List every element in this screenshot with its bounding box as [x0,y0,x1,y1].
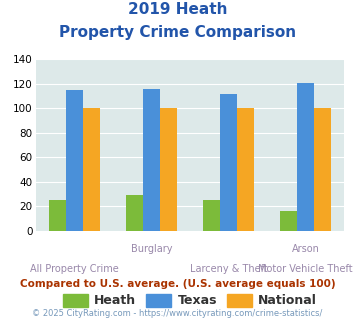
Bar [220,94,237,231]
Bar [66,90,83,231]
Bar [280,212,297,231]
Bar [126,195,143,231]
Text: Compared to U.S. average. (U.S. average equals 100): Compared to U.S. average. (U.S. average … [20,279,335,289]
Text: 2019 Heath: 2019 Heath [128,2,227,16]
Text: © 2025 CityRating.com - https://www.cityrating.com/crime-statistics/: © 2025 CityRating.com - https://www.city… [32,309,323,317]
Bar [143,89,160,231]
Text: Larceny & Theft: Larceny & Theft [190,264,267,274]
Text: Property Crime Comparison: Property Crime Comparison [59,25,296,40]
Bar [297,83,314,231]
Bar [83,109,100,231]
Text: Arson: Arson [292,244,320,254]
Text: Motor Vehicle Theft: Motor Vehicle Theft [258,264,353,274]
Bar [203,200,220,231]
Text: All Property Crime: All Property Crime [30,264,119,274]
Legend: Heath, Texas, National: Heath, Texas, National [58,289,322,313]
Bar [237,109,254,231]
Bar [314,109,331,231]
Bar [49,200,66,231]
Bar [160,109,177,231]
Text: Burglary: Burglary [131,244,172,254]
